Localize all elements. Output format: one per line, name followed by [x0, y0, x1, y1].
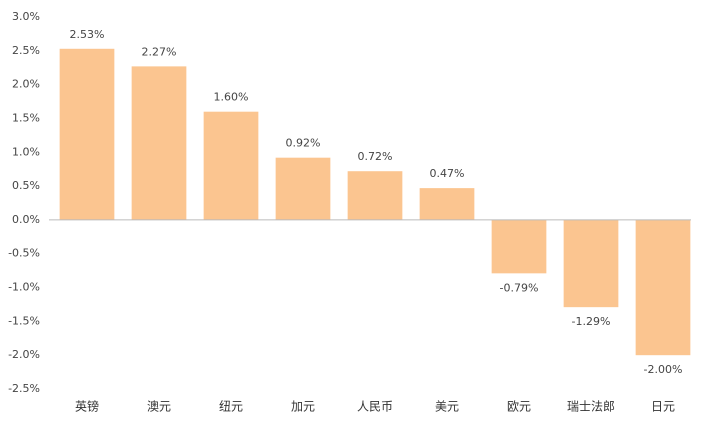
x-tick-label: 澳元: [147, 400, 171, 414]
x-tick-label: 美元: [435, 400, 459, 414]
y-tick-label: 1.5%: [12, 111, 40, 124]
bar: [419, 188, 475, 220]
value-label: 1.60%: [214, 91, 249, 104]
y-tick-label: -2.5%: [8, 382, 40, 395]
bar: [131, 66, 187, 220]
x-tick-label: 纽元: [219, 400, 243, 414]
bar: [491, 219, 547, 274]
value-label: -2.00%: [644, 363, 683, 376]
y-tick-label: 1.0%: [12, 145, 40, 158]
value-label: 0.92%: [286, 137, 321, 150]
value-label: -0.79%: [500, 281, 539, 294]
y-tick-label: 0.5%: [12, 179, 40, 192]
bar: [203, 111, 259, 220]
value-label: 0.72%: [358, 150, 393, 163]
bar: [347, 171, 403, 220]
bar: [563, 219, 619, 308]
bar: [635, 219, 691, 356]
y-tick-label: 2.5%: [12, 44, 40, 57]
y-tick-label: 0.0%: [12, 213, 40, 226]
y-tick-label: 3.0%: [12, 10, 40, 23]
value-label: 2.27%: [142, 45, 177, 58]
y-tick-label: -1.5%: [8, 314, 40, 327]
y-tick-label: 2.0%: [12, 78, 40, 91]
bar: [275, 157, 331, 220]
value-label: 0.47%: [430, 167, 465, 180]
x-tick-label: 人民币: [357, 400, 393, 414]
value-label: 2.53%: [70, 28, 105, 41]
bar: [59, 48, 115, 220]
x-tick-label: 欧元: [507, 400, 531, 414]
x-tick-label: 加元: [291, 400, 315, 414]
x-tick-label: 日元: [651, 400, 675, 414]
y-tick-label: -0.5%: [8, 247, 40, 260]
value-label: -1.29%: [572, 315, 611, 328]
y-tick-label: -1.0%: [8, 281, 40, 294]
y-tick-label: -2.0%: [8, 348, 40, 361]
x-tick-label: 瑞士法郎: [567, 400, 615, 414]
x-tick-label: 英镑: [75, 399, 99, 414]
